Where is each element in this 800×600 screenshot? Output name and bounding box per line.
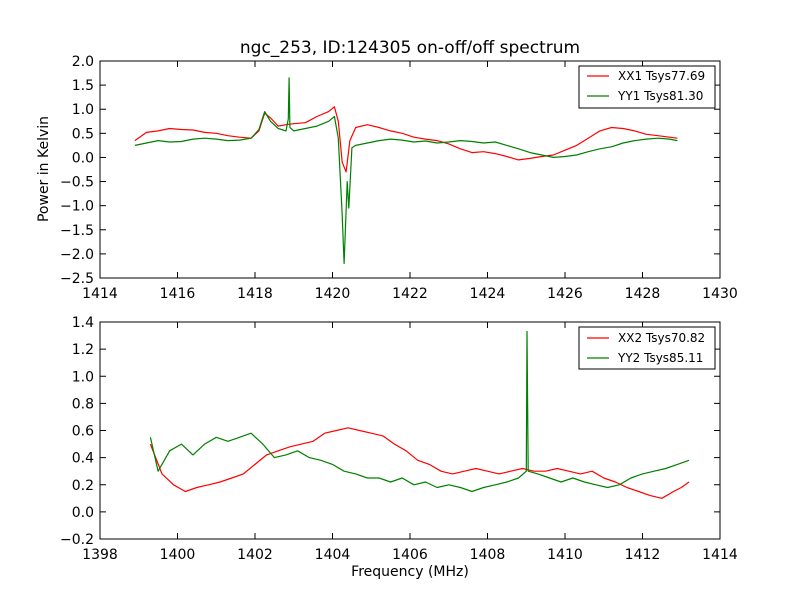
top-legend-label-yy1: YY1 Tsys81.30 xyxy=(617,89,703,103)
top-x-tick-label: 1416 xyxy=(160,286,196,302)
top-x-tick-label: 1418 xyxy=(237,286,273,302)
top-x-tick-label: 1424 xyxy=(470,286,506,302)
top-y-tick-label: 0.5 xyxy=(72,126,94,142)
top-y-tick-label: 1.0 xyxy=(72,102,94,118)
top-x-tick-label: 1420 xyxy=(315,286,351,302)
top-y-tick-label: −0.5 xyxy=(60,175,94,191)
bottom-y-tick-label: 0.8 xyxy=(72,396,94,412)
top-x-tick-label: 1414 xyxy=(82,286,118,302)
bottom-x-tick-label: 1414 xyxy=(702,547,738,563)
bottom-y-tick-label: 0.2 xyxy=(72,478,94,494)
bottom-x-tick-label: 1410 xyxy=(547,547,583,563)
top-y-axis-label: Power in Kelvin xyxy=(36,116,52,222)
bottom-y-tick-label: 0.4 xyxy=(72,451,94,467)
bottom-y-tick-label: 0.0 xyxy=(72,505,94,521)
top-y-tick-label: 0.0 xyxy=(72,150,94,166)
top-y-tick-label: 2.0 xyxy=(72,54,94,70)
top-series-line-1 xyxy=(134,77,678,265)
bottom-x-tick-label: 1408 xyxy=(470,547,506,563)
bottom-x-tick-label: 1398 xyxy=(82,547,118,563)
bottom-legend-label-yy2: YY2 Tsys85.11 xyxy=(617,351,703,365)
top-traces xyxy=(134,77,678,265)
bottom-y-tick-label: 0.6 xyxy=(72,424,94,440)
top-x-tick-label: 1422 xyxy=(392,286,428,302)
bottom-x-tick-label: 1404 xyxy=(315,547,351,563)
panel-bottom: 1398 1400 1402 1404 1406 1408 1410 1412 1414 −0.2… xyxy=(60,315,738,580)
bottom-y-tick-label: 1.4 xyxy=(72,315,94,331)
top-legend: XX1 Tsys77.69 YY1 Tsys81.30 xyxy=(578,65,716,109)
top-x-tick-label: 1430 xyxy=(702,286,738,302)
bottom-series-line-0 xyxy=(149,427,690,499)
top-x-tick-label: 1426 xyxy=(547,286,583,302)
top-legend-label-xx1: XX1 Tsys77.69 xyxy=(618,69,705,83)
bottom-traces xyxy=(149,330,690,499)
bottom-x-tick-label: 1400 xyxy=(160,547,196,563)
bottom-x-axis-label: Frequency (MHz) xyxy=(351,564,469,580)
chart-title: ngc_253, ID:124305 on-off/off spectrum xyxy=(240,38,580,58)
top-y-tick-label: −1.5 xyxy=(60,223,94,239)
top-y-tick-label: −2.0 xyxy=(60,247,94,263)
top-ticks: 1414 1416 1418 1420 1422 1424 1426 1428 1430 −2.5… xyxy=(60,54,738,302)
top-y-tick-label: −1.0 xyxy=(60,199,94,215)
bottom-x-tick-label: 1406 xyxy=(392,547,428,563)
top-x-tick-label: 1428 xyxy=(625,286,661,302)
panel-top: 1414 1416 1418 1420 1422 1424 1426 1428 1430 −2.5… xyxy=(36,54,738,302)
bottom-ticks: 1398 1400 1402 1404 1406 1408 1410 1412 1414 −0.2… xyxy=(60,315,738,563)
bottom-y-tick-label: −0.2 xyxy=(60,532,94,548)
bottom-y-tick-label: 1.0 xyxy=(72,369,94,385)
top-legend-box xyxy=(578,65,716,109)
bottom-series-line-1 xyxy=(149,330,690,493)
top-series-line-0 xyxy=(134,106,678,173)
bottom-x-tick-label: 1402 xyxy=(237,547,273,563)
bottom-legend-label-xx2: XX2 Tsys70.82 xyxy=(618,331,705,345)
bottom-legend: XX2 Tsys70.82 YY2 Tsys85.11 xyxy=(578,326,716,370)
top-axes-frame xyxy=(99,60,721,279)
bottom-x-tick-label: 1412 xyxy=(625,547,661,563)
bottom-legend-box xyxy=(578,326,716,370)
top-y-tick-label: 1.5 xyxy=(72,78,94,94)
bottom-axes-frame xyxy=(99,321,721,540)
bottom-y-tick-label: 1.2 xyxy=(72,342,94,358)
top-y-tick-label: −2.5 xyxy=(60,271,94,287)
